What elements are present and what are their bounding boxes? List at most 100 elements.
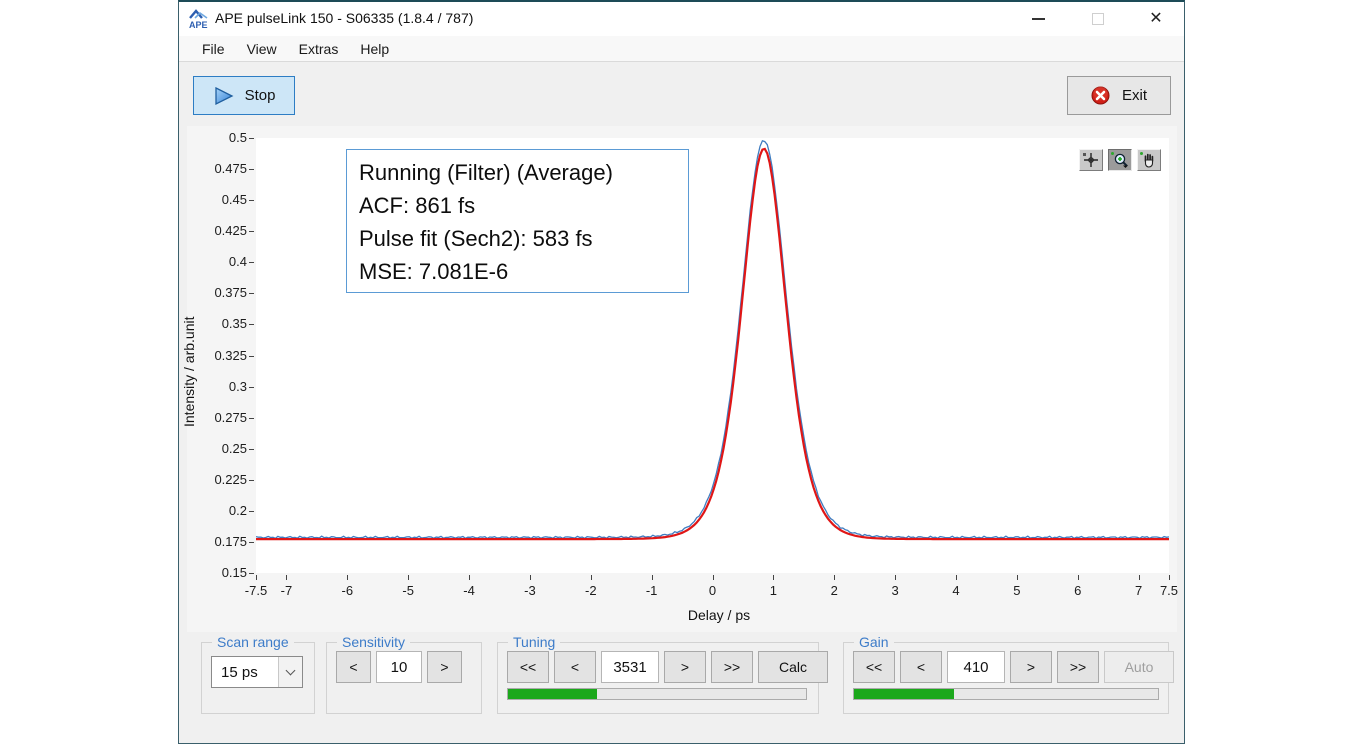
close-button[interactable]: ✕ — [1139, 8, 1173, 30]
gain-auto-button[interactable]: Auto — [1104, 651, 1174, 683]
play-icon — [214, 86, 234, 105]
sensitivity-input[interactable] — [376, 651, 422, 683]
scan-range-group: Scan range 15 ps — [201, 634, 315, 714]
x-tick-mark — [1169, 575, 1170, 580]
x-tick-label: -7 — [280, 583, 293, 598]
gain-coarse-increase-button[interactable]: >> — [1057, 651, 1099, 683]
x-tick-label: 5 — [1013, 583, 1021, 598]
x-tick-label: -6 — [341, 583, 354, 598]
y-tick-mark — [249, 355, 254, 357]
y-tick-mark — [249, 386, 254, 388]
graph-tool-palette — [1079, 149, 1161, 171]
sensitivity-increase-button[interactable]: > — [427, 651, 462, 683]
sensitivity-decrease-button[interactable]: < — [336, 651, 371, 683]
x-tick-label: -7.5 — [244, 583, 268, 598]
gain-progress-fill — [854, 689, 955, 699]
x-tick-mark — [347, 575, 349, 580]
y-tick-label: 0.475 — [214, 161, 247, 177]
y-tick-label: 0.45 — [221, 192, 247, 208]
x-tick-label: 3 — [891, 583, 899, 598]
gain-label: Gain — [854, 634, 894, 650]
menu-help[interactable]: Help — [360, 40, 390, 57]
x-tick-mark — [955, 575, 957, 580]
ape-logo-icon: APE — [189, 9, 208, 30]
scan-range-select[interactable]: 15 ps — [211, 656, 303, 688]
y-axis-title: Intensity / arb.unit — [181, 316, 197, 428]
x-tick-mark — [286, 575, 288, 580]
pan-tool-button[interactable] — [1137, 149, 1161, 171]
x-axis-title: Delay / ps — [687, 607, 751, 623]
menu-file[interactable]: File — [202, 40, 225, 57]
y-tick-mark — [249, 169, 254, 171]
x-tick-mark — [590, 575, 592, 580]
zoom-tool-button[interactable] — [1108, 149, 1132, 171]
y-tick-label: 0.325 — [214, 347, 247, 363]
menu-bar: File View Extras Help — [179, 36, 1184, 62]
x-tick-mark — [529, 575, 531, 580]
y-tick-mark — [249, 479, 254, 481]
y-tick-mark — [249, 448, 254, 450]
y-tick-mark — [249, 200, 254, 202]
x-tick-label: 0 — [708, 583, 717, 598]
y-tick-label: 0.175 — [214, 533, 247, 549]
title-bar: APE APE pulseLink 150 - S06335 (1.8.4 / … — [179, 2, 1184, 36]
maximize-icon — [1092, 13, 1104, 25]
tuning-label: Tuning — [508, 634, 561, 650]
x-tick-label: -1 — [645, 583, 658, 598]
x-tick-mark — [408, 575, 410, 580]
measurement-readout: Running (Filter) (Average) ACF: 861 fs P… — [346, 149, 689, 293]
x-tick-label: -3 — [524, 583, 536, 598]
tuning-progress-bar — [507, 688, 807, 700]
y-tick-label: 0.25 — [221, 440, 247, 456]
x-tick-mark — [469, 575, 471, 580]
tuning-group: Tuning << < > >> Calc — [497, 634, 828, 714]
y-tick-mark — [249, 293, 254, 295]
menu-extras[interactable]: Extras — [298, 40, 339, 57]
cursor-tool-button[interactable] — [1079, 149, 1103, 171]
tuning-progress-fill — [508, 689, 598, 699]
y-tick-mark — [249, 231, 254, 233]
exit-button[interactable]: Exit — [1067, 76, 1171, 115]
app-window: APE APE pulseLink 150 - S06335 (1.8.4 / … — [178, 0, 1185, 744]
y-tick-label: 0.3 — [228, 378, 247, 394]
tuning-fine-decrease-button[interactable]: < — [554, 651, 596, 683]
fit-curve — [256, 147, 1169, 541]
x-tick-mark — [712, 575, 714, 580]
maximize-button[interactable] — [1081, 8, 1115, 30]
hand-icon — [1144, 153, 1154, 168]
y-tick-label: 0.2 — [228, 502, 247, 518]
y-tick-mark — [249, 573, 254, 574]
zoom-icon — [1114, 153, 1128, 168]
gain-coarse-decrease-button[interactable]: << — [853, 651, 895, 683]
measurement-curve — [256, 139, 1169, 540]
status-line: Running (Filter) (Average) — [359, 160, 613, 185]
x-tick-label: 7.5 — [1159, 583, 1179, 598]
minimize-button[interactable] — [1021, 8, 1055, 30]
tuning-input[interactable] — [601, 651, 659, 683]
x-tick-label: -5 — [402, 583, 414, 598]
y-tick-mark — [249, 417, 254, 419]
y-tick-label: 0.4 — [228, 254, 247, 270]
x-tick-mark — [256, 575, 257, 580]
x-tick-label: 7 — [1134, 583, 1143, 598]
window-title: APE pulseLink 150 - S06335 (1.8.4 / 787) — [215, 10, 474, 26]
y-tick-mark — [249, 541, 254, 543]
exit-button-label: Exit — [1121, 87, 1147, 104]
stop-button[interactable]: Stop — [193, 76, 295, 115]
chevron-down-icon — [278, 657, 302, 687]
y-tick-label: 0.275 — [214, 409, 247, 425]
gain-fine-decrease-button[interactable]: < — [900, 651, 942, 683]
tuning-calc-button[interactable]: Calc — [758, 651, 828, 683]
svg-text:APE: APE — [189, 20, 208, 30]
tuning-coarse-decrease-button[interactable]: << — [507, 651, 549, 683]
gain-fine-increase-button[interactable]: > — [1010, 651, 1052, 683]
minimize-icon — [1031, 18, 1045, 20]
x-tick-label: 1 — [769, 583, 777, 598]
y-tick-label: 0.375 — [214, 285, 247, 301]
tuning-fine-increase-button[interactable]: > — [664, 651, 706, 683]
acf-value: ACF: 861 fs — [359, 193, 476, 218]
x-tick-label: 6 — [1074, 583, 1082, 598]
menu-view[interactable]: View — [246, 40, 277, 57]
gain-input[interactable] — [947, 651, 1005, 683]
tuning-coarse-increase-button[interactable]: >> — [711, 651, 753, 683]
